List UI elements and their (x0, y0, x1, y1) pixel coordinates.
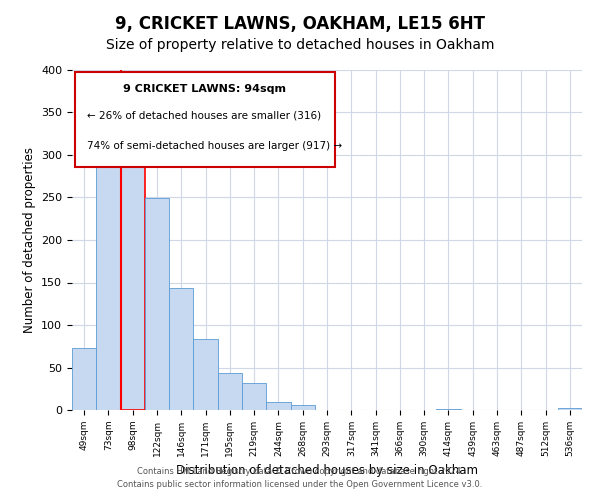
Bar (266, 402, 290, 410)
Bar (96, 156, 121, 410)
Text: 74% of semi-detached houses are larger (917) →: 74% of semi-detached houses are larger (… (88, 142, 343, 152)
Text: ← 26% of detached houses are smaller (316): ← 26% of detached houses are smaller (31… (88, 111, 322, 121)
Bar (290, 405, 315, 410)
Text: 9 CRICKET LAWNS: 94sqm: 9 CRICKET LAWNS: 94sqm (123, 84, 286, 94)
Bar (558, 408, 582, 410)
Text: Size of property relative to detached houses in Oakham: Size of property relative to detached ho… (106, 38, 494, 52)
Y-axis label: Number of detached properties: Number of detached properties (23, 147, 35, 333)
Bar (145, 198, 169, 410)
X-axis label: Distribution of detached houses by size in Oakham: Distribution of detached houses by size … (176, 464, 478, 477)
FancyBboxPatch shape (74, 72, 335, 167)
Bar (72, 348, 96, 410)
Bar (121, 150, 145, 410)
Text: Contains HM Land Registry data © Crown copyright and database right 2024.: Contains HM Land Registry data © Crown c… (137, 467, 463, 476)
Text: Contains public sector information licensed under the Open Government Licence v3: Contains public sector information licen… (118, 480, 482, 489)
Bar (242, 383, 266, 410)
Bar (218, 372, 242, 410)
Text: 9, CRICKET LAWNS, OAKHAM, LE15 6HT: 9, CRICKET LAWNS, OAKHAM, LE15 6HT (115, 15, 485, 33)
Bar (193, 340, 218, 410)
Bar (436, 409, 461, 410)
Bar (169, 288, 193, 410)
